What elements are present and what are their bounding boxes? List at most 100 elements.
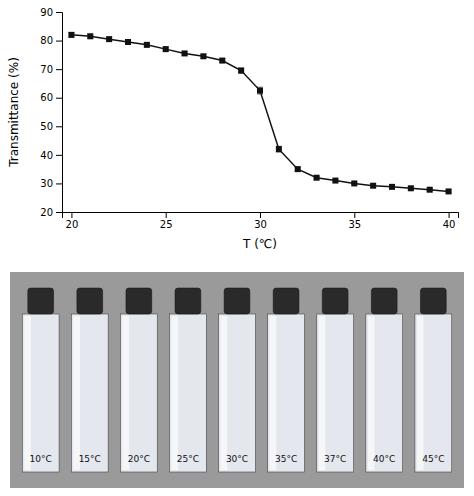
vial: 15°C <box>71 288 108 472</box>
marker <box>200 53 206 59</box>
y-tick-mark <box>56 183 62 184</box>
vial-cap <box>224 288 250 314</box>
y-tick-mark <box>56 12 62 13</box>
error-bar <box>295 167 301 171</box>
y-tick-label: 50 <box>40 121 53 132</box>
vial-label: 15°C <box>79 454 101 464</box>
marker <box>370 183 376 189</box>
error-bar-cap <box>257 94 263 95</box>
error-bar <box>163 47 169 51</box>
x-tick-label: 40 <box>443 219 456 230</box>
vial: 35°C <box>268 288 305 472</box>
x-tick-label: 30 <box>254 219 267 230</box>
marker <box>351 180 357 186</box>
marker <box>144 42 150 48</box>
marker <box>219 58 225 64</box>
vial-highlight <box>122 316 129 470</box>
marker <box>314 175 320 181</box>
y-tick-label: 80 <box>40 35 53 46</box>
marker <box>276 146 282 152</box>
y-axis: 20 30 40 50 60 70 80 90 <box>40 7 62 218</box>
x-tick: 20 <box>66 212 79 230</box>
x-tick-mark <box>166 212 167 218</box>
vial-panel-background <box>10 272 464 488</box>
y-tick-label: 20 <box>40 207 53 218</box>
marker <box>238 68 244 74</box>
vial-highlight <box>270 316 277 470</box>
vial: 30°C <box>219 288 256 472</box>
y-tick: 90 <box>40 7 62 18</box>
y-tick-mark <box>56 41 62 42</box>
y-tick-mark <box>56 69 62 70</box>
vial-cap <box>77 288 103 314</box>
error-bar <box>257 87 263 94</box>
vial-cap <box>420 288 446 314</box>
vial-panel: 10°C15°C20°C25°C30°C35°C37°C40°C45°C <box>10 272 464 488</box>
y-tick: 40 <box>40 150 62 161</box>
vial-body <box>170 314 207 472</box>
y-tick: 70 <box>40 64 62 75</box>
x-tick-label: 25 <box>160 219 173 230</box>
y-tick: 20 <box>40 207 62 218</box>
vial-label: 20°C <box>128 454 150 464</box>
marker <box>106 36 112 42</box>
line <box>71 35 448 192</box>
vial: 37°C <box>317 288 354 472</box>
error-bar <box>68 33 74 38</box>
x-tick: 30 <box>254 212 267 230</box>
vial-highlight <box>417 316 424 470</box>
plot-area <box>68 32 451 195</box>
vial-body <box>71 314 108 472</box>
marker <box>182 50 188 56</box>
vial-label: 40°C <box>373 454 395 464</box>
vial-highlight <box>24 316 31 470</box>
marker <box>68 32 74 38</box>
error-bar <box>238 68 244 73</box>
chart: 20253035402030405060708090T (℃)Transmitt… <box>0 0 474 496</box>
x-tick: 40 <box>443 212 456 230</box>
y-axis-line <box>56 13 63 213</box>
vial-cap <box>126 288 152 314</box>
y-tick-mark <box>56 155 62 156</box>
vial-highlight <box>221 316 228 470</box>
vial-label: 37°C <box>324 454 346 464</box>
vial-body <box>366 314 403 472</box>
vial-highlight <box>368 316 375 470</box>
vial: 20°C <box>120 288 157 472</box>
marker <box>408 185 414 191</box>
vial-label: 10°C <box>30 454 52 464</box>
vial-cap <box>371 288 397 314</box>
error-bar <box>125 40 131 44</box>
x-tick-mark <box>71 212 72 218</box>
marker <box>332 178 338 184</box>
marker <box>125 39 131 45</box>
marker <box>87 33 93 39</box>
y-tick-label: 60 <box>40 92 53 103</box>
y-tick-label: 70 <box>40 64 53 75</box>
x-tick-mark <box>260 212 261 218</box>
y-tick: 30 <box>40 178 62 189</box>
vial: 25°C <box>170 288 207 472</box>
x-tick: 35 <box>348 212 361 230</box>
marker <box>163 46 169 52</box>
vial-body <box>22 314 59 472</box>
vial-body <box>120 314 157 472</box>
x-tick: 25 <box>160 212 173 230</box>
vial-body <box>268 314 305 472</box>
y-tick-label: 40 <box>40 150 53 161</box>
error-bar <box>219 59 225 63</box>
y-tick-mark <box>56 212 62 213</box>
vial: 10°C <box>22 288 59 472</box>
vial-body <box>415 314 452 472</box>
y-tick-mark <box>56 126 62 127</box>
y-tick-mark <box>56 98 62 99</box>
y-tick: 60 <box>40 92 62 103</box>
marker <box>446 188 452 194</box>
vial-label: 25°C <box>177 454 199 464</box>
x-tick-label: 35 <box>348 219 361 230</box>
vial-highlight <box>73 316 80 470</box>
vial-highlight <box>172 316 179 470</box>
x-tick-mark <box>449 212 450 218</box>
x-axis-title: T (℃) <box>242 237 277 251</box>
vial-body <box>219 314 256 472</box>
